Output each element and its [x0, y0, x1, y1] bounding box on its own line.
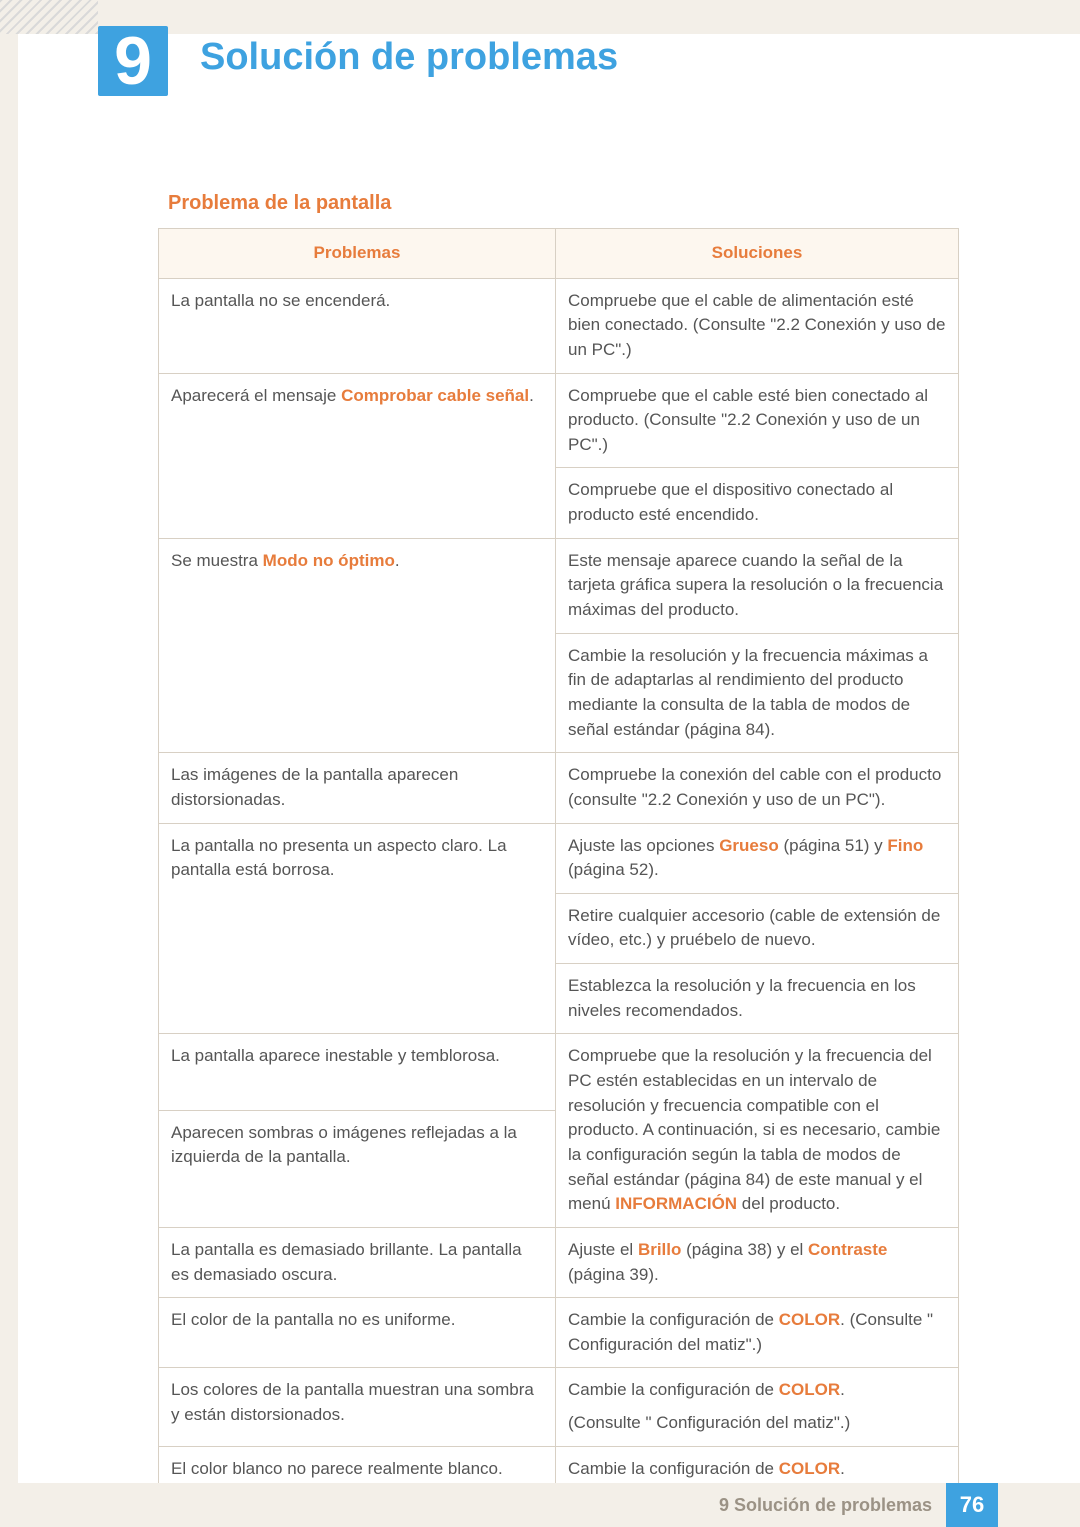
text: (página 52). [568, 860, 659, 879]
text: Se muestra [171, 551, 263, 570]
text: . [840, 1459, 845, 1478]
table-row: La pantalla no se encenderá. Compruebe q… [159, 278, 959, 373]
text: Cambie la configuración de [568, 1380, 779, 1399]
table-row: Las imágenes de la pantalla aparecen dis… [159, 753, 959, 823]
text: Ajuste el [568, 1240, 638, 1259]
table-row: Se muestra Modo no óptimo. Este mensaje … [159, 538, 959, 633]
text: Compruebe que la resolución y la frecuen… [568, 1046, 940, 1213]
cell-solution: Compruebe que la resolución y la frecuen… [556, 1034, 959, 1227]
highlight-text: COLOR [779, 1459, 840, 1478]
cell-solution: Establezca la resolución y la frecuencia… [556, 964, 959, 1034]
cell-solution: Cambie la resolución y la frecuencia máx… [556, 633, 959, 753]
highlight-text: COLOR [779, 1380, 840, 1399]
cell-solution: Compruebe que el cable esté bien conecta… [556, 373, 959, 468]
text: Cambie la configuración de [568, 1310, 779, 1329]
footer-chapter-label: 9 Solución de problemas [719, 1495, 932, 1516]
cell-solution: Cambie la configuración de COLOR. (Consu… [556, 1298, 959, 1368]
table-row: El color de la pantalla no es uniforme. … [159, 1298, 959, 1368]
cell-solution: Compruebe que el dispositivo conectado a… [556, 468, 959, 538]
cell-solution: Cambie la configuración de COLOR. (Consu… [556, 1368, 959, 1446]
cell-problem: La pantalla no presenta un aspecto claro… [159, 823, 556, 1034]
cell-problem: La pantalla aparece inestable y tembloro… [159, 1034, 556, 1110]
left-gutter [0, 34, 18, 1527]
cell-problem: Aparecerá el mensaje Comprobar cable señ… [159, 373, 556, 538]
cell-problem: La pantalla es demasiado brillante. La p… [159, 1227, 556, 1297]
text: del producto. [737, 1194, 840, 1213]
cell-solution: Ajuste el Brillo (página 38) y el Contra… [556, 1227, 959, 1297]
table-header-row: Problemas Soluciones [159, 229, 959, 279]
cell-problem: El color de la pantalla no es uniforme. [159, 1298, 556, 1368]
highlight-text: Modo no óptimo [263, 551, 395, 570]
text: (Consulte " Configuración del matiz".) [568, 1411, 946, 1436]
text: . [840, 1380, 845, 1399]
table-row: Los colores de la pantalla muestran una … [159, 1368, 959, 1446]
table-row: La pantalla es demasiado brillante. La p… [159, 1227, 959, 1297]
cell-problem: Aparecen sombras o imágenes reflejadas a… [159, 1110, 556, 1227]
text: Ajuste las opciones [568, 836, 719, 855]
highlight-text: Contraste [808, 1240, 887, 1259]
cell-problem: Se muestra Modo no óptimo. [159, 538, 556, 752]
highlight-text: COLOR [779, 1310, 840, 1329]
cell-solution: Este mensaje aparece cuando la señal de … [556, 538, 959, 633]
table-row: La pantalla no presenta un aspecto claro… [159, 823, 959, 893]
text: Aparecerá el mensaje [171, 386, 341, 405]
page-footer: 9 Solución de problemas 76 [0, 1483, 1080, 1527]
section-subtitle: Problema de la pantalla [168, 192, 391, 215]
page-root: 9 Solución de problemas Problema de la p… [0, 0, 1080, 1527]
text: . [395, 551, 400, 570]
text: (página 51) y [779, 836, 888, 855]
table-row: La pantalla aparece inestable y tembloro… [159, 1034, 959, 1110]
col-header-problems: Problemas [159, 229, 556, 279]
page-number-box: 76 [946, 1483, 998, 1527]
col-header-solutions: Soluciones [556, 229, 959, 279]
text: (página 38) y el [681, 1240, 808, 1259]
troubleshooting-table: Problemas Soluciones La pantalla no se e… [158, 228, 959, 1525]
cell-solution: Compruebe que el cable de alimentación e… [556, 278, 959, 373]
highlight-text: INFORMACIÓN [615, 1194, 737, 1213]
text: Cambie la configuración de [568, 1459, 779, 1478]
chapter-number-box: 9 [98, 26, 168, 96]
highlight-text: Brillo [638, 1240, 681, 1259]
top-hatch-decoration [0, 0, 98, 34]
text: (página 39). [568, 1265, 659, 1284]
highlight-text: Comprobar cable señal [341, 386, 529, 405]
table-row: Aparecerá el mensaje Comprobar cable señ… [159, 373, 959, 468]
cell-problem: Los colores de la pantalla muestran una … [159, 1368, 556, 1446]
cell-solution: Compruebe la conexión del cable con el p… [556, 753, 959, 823]
text: . [529, 386, 534, 405]
highlight-text: Grueso [719, 836, 779, 855]
cell-problem: La pantalla no se encenderá. [159, 278, 556, 373]
cell-solution: Ajuste las opciones Grueso (página 51) y… [556, 823, 959, 893]
cell-solution: Retire cualquier accesorio (cable de ext… [556, 893, 959, 963]
cell-problem: Las imágenes de la pantalla aparecen dis… [159, 753, 556, 823]
highlight-text: Fino [887, 836, 923, 855]
chapter-title: Solución de problemas [200, 36, 618, 79]
